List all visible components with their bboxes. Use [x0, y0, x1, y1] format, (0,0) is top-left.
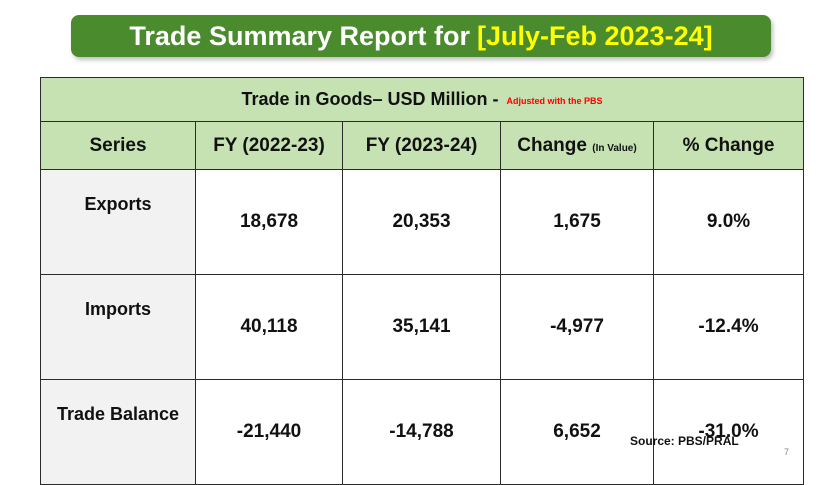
header-change-unit: (In Value) — [592, 142, 637, 154]
table-caption-row: Trade in Goods– USD Million - Adjusted w… — [39, 77, 805, 122]
cell-change: 1,675 — [500, 169, 654, 275]
cell-pct-change: -12.4% — [652, 274, 805, 380]
table-caption-text: Trade in Goods– USD Million - — [241, 89, 499, 109]
cell-fy-2023-24: 20,353 — [342, 169, 501, 275]
cell-fy-2022-23: 40,118 — [195, 274, 343, 380]
cell-fy-2022-23: 18,678 — [195, 169, 343, 275]
source-note: Source: PBS/PRAL — [630, 434, 739, 448]
cell-fy-2023-24: 35,141 — [342, 274, 501, 380]
header-change: Change (In Value) — [500, 121, 654, 170]
report-title-banner: Trade Summary Report for [July-Feb 2023-… — [71, 15, 771, 57]
header-series: Series — [40, 121, 196, 170]
cell-fy-2023-24: -14,788 — [342, 379, 501, 485]
header-fy-2023-24: FY (2023-24) — [342, 121, 501, 170]
trade-summary-table: Trade in Goods– USD Million - Adjusted w… — [39, 77, 805, 485]
cell-pct-change: -31.0% — [652, 379, 805, 485]
row-label: Imports — [40, 274, 196, 380]
table-caption-note: Adjusted with the PBS — [506, 96, 603, 106]
report-title: Trade Summary Report for — [129, 20, 470, 51]
table-row-imports: Imports 40,118 35,141 -4,977 -12.4% — [40, 274, 805, 380]
header-pct-change: % Change — [652, 121, 805, 170]
table-row-exports: Exports 18,678 20,353 1,675 9.0% — [40, 169, 805, 275]
table-row-trade-balance: Trade Balance -21,440 -14,788 6,652 -31.… — [40, 379, 805, 485]
header-change-label: Change — [517, 134, 587, 156]
cell-change: -4,977 — [500, 274, 654, 380]
table-header-row: Series FY (2022-23) FY (2023-24) Change … — [40, 121, 805, 170]
report-period: [July-Feb 2023-24] — [477, 20, 713, 51]
cell-fy-2022-23: -21,440 — [195, 379, 343, 485]
page-number: 7 — [784, 447, 790, 457]
cell-pct-change: 9.0% — [652, 169, 805, 275]
row-label: Trade Balance — [40, 379, 196, 485]
cell-change: 6,652 — [500, 379, 654, 485]
row-label: Exports — [40, 169, 196, 275]
header-fy-2022-23: FY (2022-23) — [195, 121, 343, 170]
table-caption: Trade in Goods– USD Million - Adjusted w… — [39, 77, 805, 122]
